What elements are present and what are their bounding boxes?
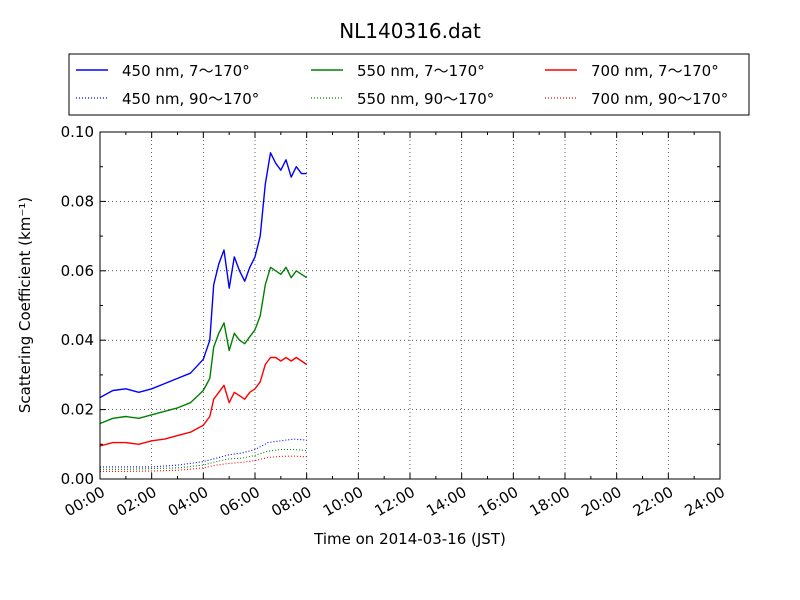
plot-area [100, 132, 720, 479]
series-line-450-nm-7-170 [99, 152, 307, 399]
series-line-450-nm-90-170 [100, 438, 307, 468]
y-tick-label: 0.02 [61, 401, 94, 419]
legend-box [68, 53, 750, 116]
x-tick-label: 16:00 [475, 483, 521, 520]
x-axis-label: Time on 2014-03-16 (JST) [313, 530, 506, 548]
x-tick-label: 20:00 [578, 483, 624, 520]
x-tick-label: 12:00 [372, 483, 418, 520]
x-tick-label: 10:00 [320, 483, 366, 520]
series-line-550-nm-7-170 [99, 266, 308, 425]
series-line-700-nm-7-170 [99, 356, 308, 447]
y-tick-label: 0.04 [61, 331, 94, 349]
legend-label: 550 nm, 90～170° [357, 90, 494, 108]
y-tick-labels: 0.00 0.02 0.04 0.06 0.08 0.10 [61, 123, 94, 488]
x-tick-label: 14:00 [423, 483, 469, 520]
chart-title: NL140316.dat [339, 19, 481, 43]
legend-label: 700 nm, 7～170° [591, 62, 719, 80]
x-tick-label: 00:00 [62, 483, 108, 520]
series-line-550-nm-90-170 [100, 448, 307, 470]
x-tick-label: 24:00 [682, 483, 728, 520]
legend-label: 550 nm, 7～170° [357, 62, 485, 80]
x-tick-label: 02:00 [113, 483, 159, 520]
x-tick-labels: 00:00 02:00 04:00 06:00 08:00 10:00 12:00 14:00… [62, 483, 728, 520]
y-tick-label: 0.08 [61, 192, 94, 210]
y-tick-label: 0.10 [61, 123, 94, 141]
x-tick-label: 04:00 [165, 483, 211, 520]
grid-lines [100, 132, 720, 479]
legend-label: 450 nm, 7～170° [122, 62, 250, 80]
x-tick-label: 18:00 [527, 483, 573, 520]
legend-label: 700 nm, 90～170° [591, 90, 728, 108]
y-tick-label: 0.00 [61, 470, 94, 488]
legend-label: 450 nm, 90～170° [122, 90, 259, 108]
legend: 450 nm, 7～170° 550 nm, 7～170° 700 nm, 7～17… [68, 53, 750, 116]
axis-ticks [99, 131, 721, 480]
series-line-700-nm-90-170 [100, 455, 307, 472]
x-tick-label: 22:00 [630, 483, 676, 520]
series-layer [99, 152, 308, 472]
x-tick-label: 08:00 [268, 483, 314, 520]
y-tick-label: 0.06 [61, 262, 94, 280]
y-axis-label: Scattering Coefficient (km⁻¹) [16, 197, 34, 413]
x-tick-label: 06:00 [217, 483, 263, 520]
